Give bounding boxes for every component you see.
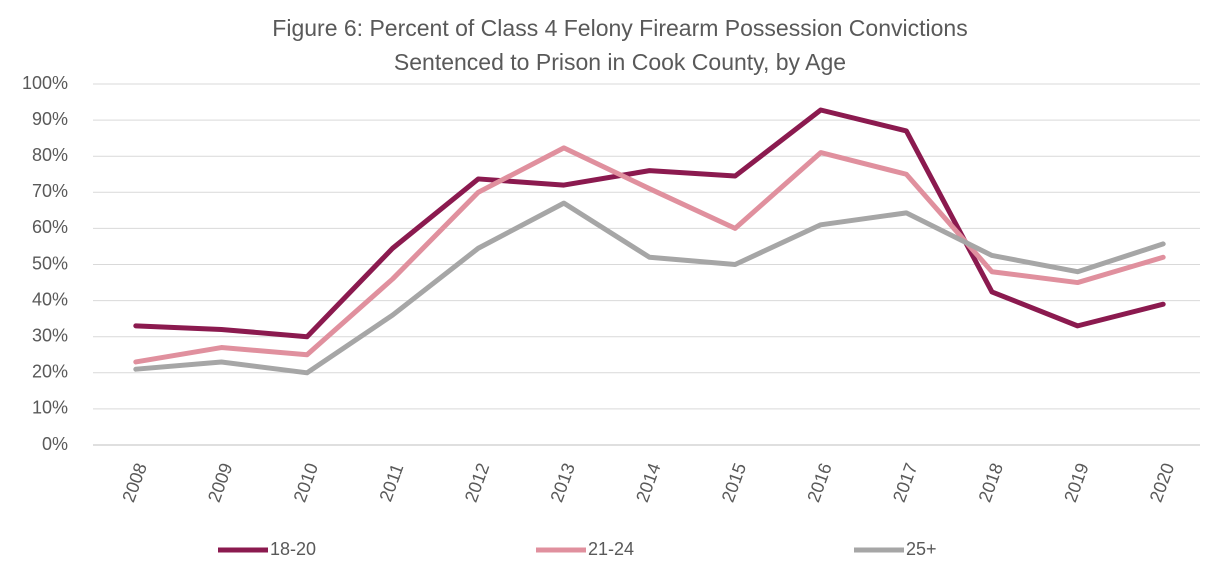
x-tick-label: 2009 [204,460,236,504]
y-tick-label: 10% [32,398,68,418]
x-tick-label: 2019 [1060,460,1092,504]
series-line [133,145,1166,365]
x-tick-label: 2013 [546,460,578,504]
series-line [133,200,1166,376]
x-tick-label: 2010 [290,460,322,504]
chart-title: Figure 6: Percent of Class 4 Felony Fire… [272,15,967,41]
x-tick-label: 2017 [889,460,921,504]
x-tick-label: 2012 [461,460,493,504]
chart-title: Sentenced to Prison in Cook County, by A… [394,49,846,75]
y-tick-label: 20% [32,362,68,382]
x-tick-label: 2016 [803,460,835,504]
legend-label: 25+ [906,539,937,559]
x-tick-label: 2020 [1146,460,1178,504]
x-tick-label: 2015 [718,460,750,504]
y-tick-label: 0% [42,434,68,454]
y-tick-label: 50% [32,253,68,273]
legend-label: 21-24 [588,539,634,559]
y-tick-label: 90% [32,109,68,129]
x-tick-label: 2011 [375,461,407,504]
legend-label: 18-20 [270,539,316,559]
x-tick-label: 2014 [632,460,664,504]
y-tick-label: 80% [32,145,68,165]
y-tick-label: 30% [32,325,68,345]
y-tick-label: 100% [22,73,68,93]
x-tick-label: 2018 [975,460,1007,504]
y-tick-label: 40% [32,289,68,309]
y-tick-label: 70% [32,181,68,201]
x-tick-label: 2008 [118,460,150,504]
y-tick-label: 60% [32,217,68,237]
series-line [133,107,1166,340]
